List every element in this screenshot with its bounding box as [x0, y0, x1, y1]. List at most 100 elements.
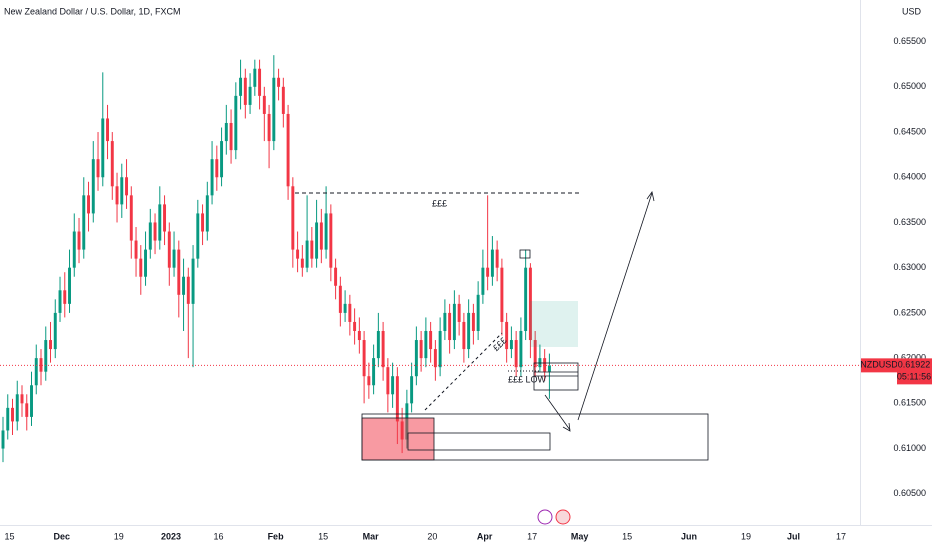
- y-tick-label: 0.60500: [893, 488, 926, 498]
- candle-body: [224, 122, 228, 142]
- candle-body: [386, 367, 390, 395]
- candle-body: [433, 349, 437, 368]
- candle-body: [519, 330, 523, 368]
- x-tick-label: 20: [427, 531, 437, 541]
- candle-body: [158, 204, 162, 241]
- candle-body: [201, 213, 205, 232]
- candle-body: [267, 113, 271, 142]
- inner-box: [407, 432, 551, 451]
- candle-body: [452, 303, 456, 341]
- demand-box: [361, 417, 435, 461]
- candle-body: [25, 403, 29, 417]
- candle-body: [120, 177, 124, 205]
- candle-body: [334, 267, 338, 286]
- candle-body: [524, 267, 528, 331]
- candle-body: [367, 376, 371, 386]
- marker-box: [519, 249, 531, 259]
- candle-body: [528, 267, 532, 341]
- candle-body: [148, 222, 152, 250]
- event-icon[interactable]: [555, 509, 571, 525]
- candle-body: [310, 240, 314, 259]
- candle-body: [462, 321, 466, 350]
- event-icon[interactable]: [537, 509, 553, 525]
- candle-body: [338, 285, 342, 313]
- candle-body: [343, 303, 347, 313]
- x-tick-label: 15: [4, 531, 14, 541]
- candle-body: [58, 290, 62, 313]
- candle-body: [262, 95, 266, 114]
- candle-body: [39, 358, 43, 372]
- candle-body: [220, 141, 224, 178]
- candle-body: [248, 86, 252, 105]
- candle-body: [6, 407, 10, 431]
- arrow-head: [646, 191, 655, 202]
- candle-body: [239, 77, 243, 96]
- candle-body: [490, 249, 494, 277]
- candle-body: [210, 159, 214, 196]
- x-tick-label: 19: [114, 531, 124, 541]
- candle-body: [106, 118, 110, 142]
- candle-body: [229, 122, 233, 151]
- x-tick-label: Jul: [787, 531, 800, 541]
- candle-body: [215, 159, 219, 178]
- candle-body: [115, 186, 119, 205]
- candle-body: [153, 222, 157, 241]
- small-box: [533, 362, 579, 391]
- candle-body: [134, 240, 138, 259]
- candle-body: [281, 86, 285, 114]
- candle-body: [277, 77, 281, 87]
- candle-body: [376, 330, 380, 359]
- candle-body: [91, 159, 95, 214]
- x-tick-label: Mar: [363, 531, 380, 541]
- y-tick-label: 0.63000: [893, 262, 926, 272]
- candle-body: [30, 385, 33, 417]
- candle-body: [547, 365, 551, 372]
- annotation: £££: [432, 198, 447, 208]
- candle-body: [253, 68, 257, 87]
- candle-body: [476, 294, 480, 331]
- arrow: [544, 394, 571, 431]
- candle-body: [1, 430, 5, 449]
- candle-body: [291, 186, 295, 250]
- trend-line: [424, 332, 503, 411]
- target-box: [530, 301, 578, 347]
- candle-body: [139, 258, 143, 277]
- y-tick-label: 0.61500: [893, 398, 926, 408]
- candle-body: [272, 77, 276, 142]
- candle-body: [457, 303, 461, 322]
- arrow: [577, 192, 653, 421]
- candle-body: [68, 267, 71, 304]
- candle-body: [395, 376, 399, 422]
- candle-body: [410, 376, 414, 404]
- candle-body: [514, 340, 518, 368]
- candle-body: [300, 258, 304, 268]
- candle-body: [467, 312, 471, 350]
- candle-body: [205, 195, 209, 232]
- candle-body: [87, 195, 90, 214]
- x-tick-label: Feb: [268, 531, 285, 541]
- x-tick-label: 15: [318, 531, 328, 541]
- price-badge: [897, 358, 932, 385]
- candle-body: [319, 222, 323, 250]
- x-tick-label: 16: [214, 531, 224, 541]
- candle-body: [353, 321, 357, 331]
- currency-label: USD: [902, 6, 922, 16]
- candle-body: [177, 249, 181, 295]
- candle-body: [543, 358, 547, 372]
- candle-body: [305, 240, 309, 268]
- x-tick-label: 17: [527, 531, 537, 541]
- candle-body: [49, 340, 52, 350]
- candle-body: [167, 231, 171, 268]
- candle-body: [96, 159, 100, 178]
- y-tick-label: 0.64000: [893, 172, 926, 182]
- candle-body: [258, 68, 262, 96]
- candle-body: [72, 231, 76, 268]
- candle-body: [129, 195, 133, 241]
- candle-body: [424, 330, 428, 359]
- y-tick-label: 0.65000: [893, 81, 926, 91]
- x-tick-label: May: [571, 531, 589, 541]
- candle-body: [243, 77, 247, 105]
- y-tick-label: 0.65500: [893, 36, 926, 46]
- candle-body: [315, 222, 319, 259]
